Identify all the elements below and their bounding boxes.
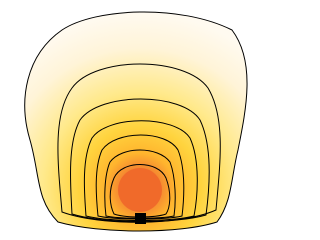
page xyxy=(0,0,266,240)
contour-diagram xyxy=(0,0,266,240)
hot-spot xyxy=(118,168,162,212)
source-marker xyxy=(135,213,146,224)
